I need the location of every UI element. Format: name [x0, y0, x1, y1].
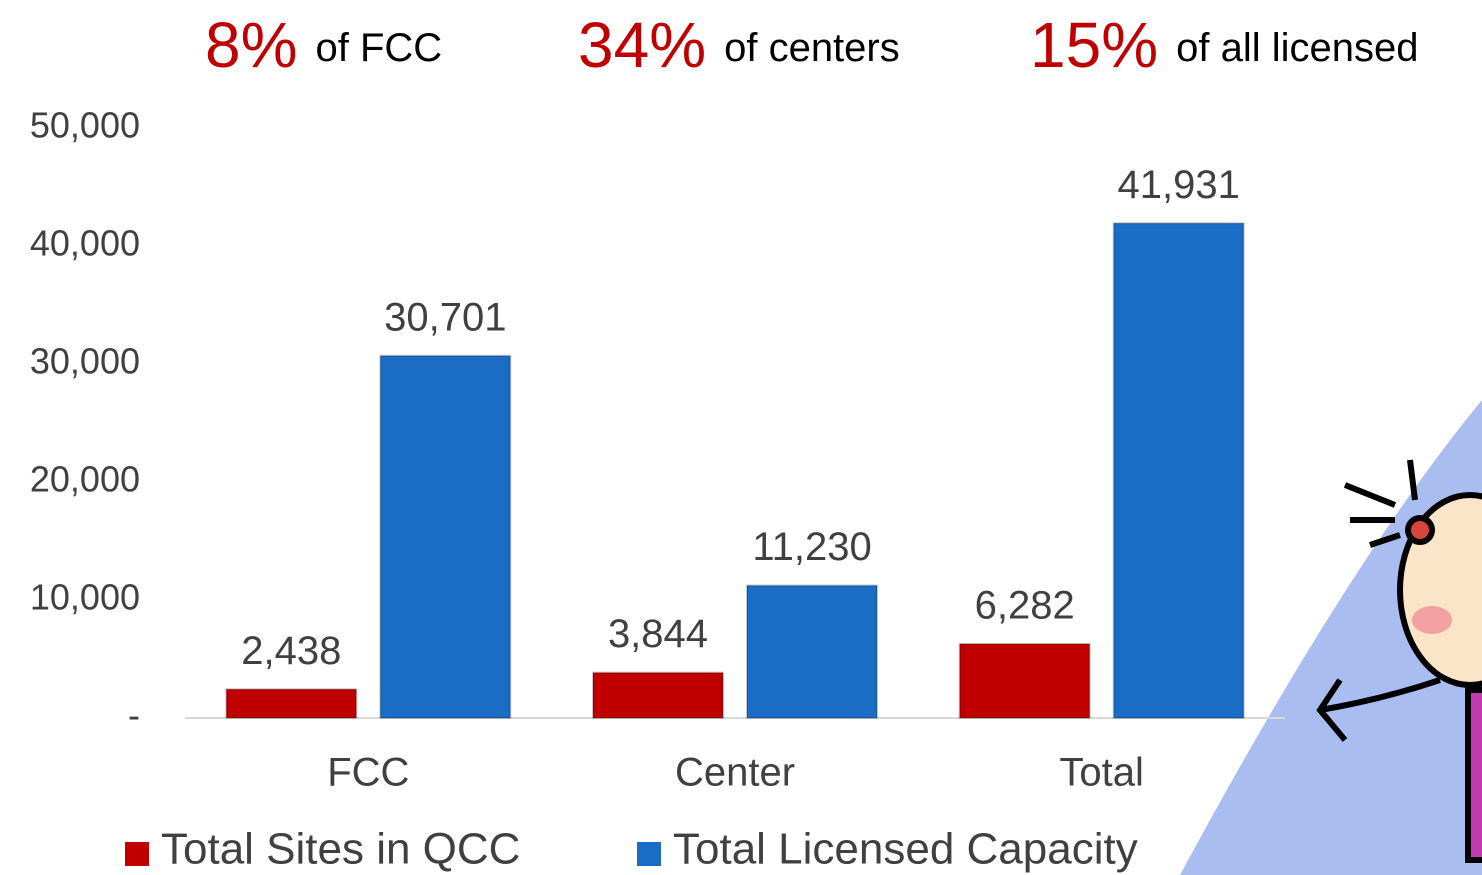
annotation: 8% of FCC: [205, 9, 442, 81]
x-tick-label: Total: [1059, 751, 1144, 795]
bar: [592, 671, 724, 720]
value-label: 3,844: [608, 612, 708, 656]
value-label: 6,282: [975, 583, 1075, 627]
bar: [379, 354, 512, 719]
legend-swatch: [125, 842, 149, 866]
annotation-text: of centers: [724, 26, 900, 70]
bar: [746, 584, 878, 720]
y-tick-label: 40,000: [30, 223, 140, 264]
x-tick-label: FCC: [327, 751, 409, 795]
cartoon: [1316, 459, 1482, 863]
bar: [1112, 222, 1245, 719]
bar: [958, 642, 1091, 719]
annotation: 15% of all licensed: [1030, 9, 1418, 81]
y-tick-label: 10,000: [30, 577, 140, 618]
bar: [225, 688, 358, 720]
annotation-text: of all licensed: [1176, 26, 1418, 70]
value-label: 11,230: [752, 525, 871, 569]
annotation-figure: 15%: [1030, 9, 1158, 81]
annotation-figure: 34%: [578, 9, 706, 81]
y-tick-label: 30,000: [30, 341, 140, 382]
legend-label: Total Licensed Capacity: [673, 825, 1138, 874]
y-tick-label: 20,000: [30, 459, 140, 500]
annotation-text: of FCC: [316, 26, 443, 70]
legend-label: Total Sites in QCC: [161, 825, 520, 874]
x-tick-label: Center: [675, 751, 795, 795]
value-label: 30,701: [384, 295, 506, 339]
annotation-figure: 8%: [205, 9, 298, 81]
value-label: 2,438: [241, 629, 341, 673]
annotation: 34% of centers: [578, 9, 900, 81]
y-tick-label: -: [128, 695, 140, 736]
value-label: 41,931: [1117, 163, 1239, 207]
legend-swatch: [637, 842, 661, 866]
background-shape: [1180, 400, 1482, 875]
y-tick-label: 50,000: [30, 105, 140, 146]
